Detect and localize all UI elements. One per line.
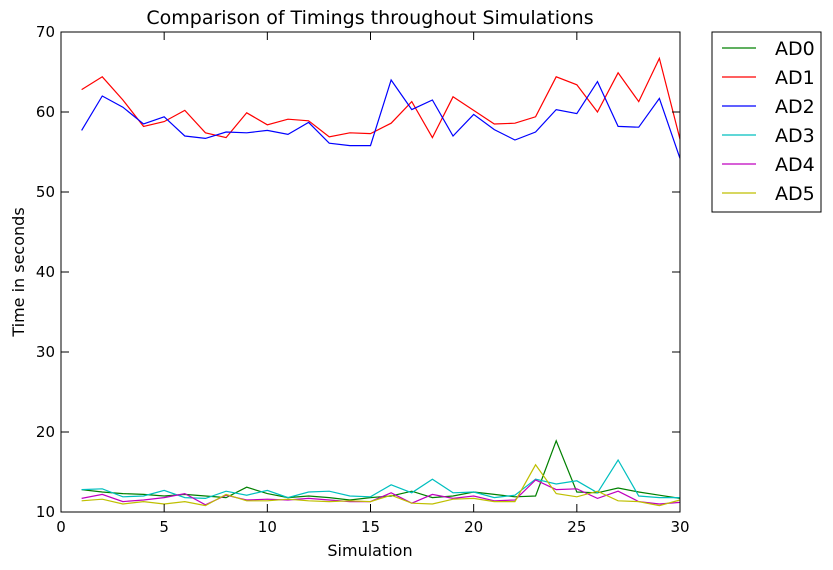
- ticks-layer: 0 5 10 15 20 25 30 10 20 30 40 50 60 70: [36, 23, 690, 536]
- series-line-ad3: [81, 458, 680, 500]
- series-line-ad4: [81, 479, 681, 506]
- x-tick-label: 0: [56, 518, 66, 536]
- series-line-ad2: [81, 78, 681, 159]
- legend-label-ad3: AD3: [775, 125, 815, 147]
- y-axis-label: Time in seconds: [9, 207, 28, 337]
- chart-title: Comparison of Timings throughout Simulat…: [146, 7, 593, 29]
- legend-label-ad2: AD2: [775, 96, 815, 118]
- legend-label-ad1: AD1: [775, 67, 815, 89]
- legend-label-ad5: AD5: [775, 183, 815, 205]
- legend-label-ad0: AD0: [775, 38, 815, 60]
- series-line-ad5: [81, 463, 681, 507]
- y-tick-label: 40: [36, 263, 55, 281]
- x-tick-label: 30: [670, 518, 689, 536]
- series-layer: [81, 56, 681, 507]
- x-tick-label: 15: [361, 518, 380, 536]
- plot-area: 0 5 10 15 20 25 30 10 20 30 40 50 60 70: [36, 23, 690, 536]
- y-tick-label: 70: [36, 23, 55, 41]
- x-tick-label: 20: [464, 518, 483, 536]
- y-tick-label: 50: [36, 183, 55, 201]
- x-tick-label: 10: [258, 518, 277, 536]
- y-tick-label: 10: [36, 503, 55, 521]
- y-tick-label: 30: [36, 343, 55, 361]
- y-tick-label: 60: [36, 103, 55, 121]
- x-axis-label: Simulation: [327, 541, 412, 560]
- legend-frame: [711, 31, 822, 213]
- y-tick-label: 20: [36, 423, 55, 441]
- x-tick-label: 25: [567, 518, 586, 536]
- plot-frame: [60, 31, 681, 513]
- legend: AD0 AD1 AD2 AD3 AD4 AD5: [711, 31, 822, 213]
- legend-label-ad4: AD4: [775, 154, 815, 176]
- series-line-ad1: [81, 56, 681, 140]
- x-tick-label: 5: [159, 518, 169, 536]
